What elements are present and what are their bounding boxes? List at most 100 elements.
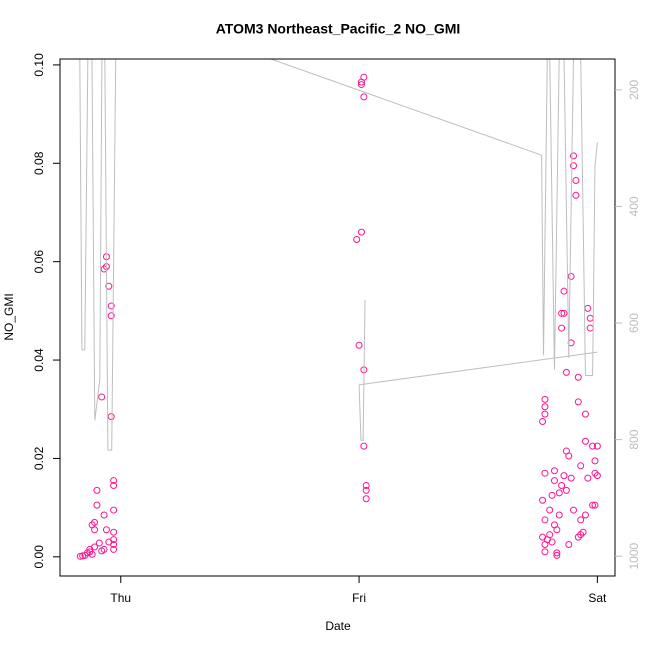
point <box>541 410 549 418</box>
x-axis-label: Date <box>325 619 351 633</box>
point <box>100 511 108 519</box>
point <box>360 93 368 101</box>
point <box>555 489 563 497</box>
point <box>546 506 554 514</box>
point <box>539 418 547 426</box>
point <box>539 496 547 504</box>
point <box>560 309 568 317</box>
point <box>565 541 573 549</box>
y-tick-label: 0.04 <box>32 348 46 372</box>
point <box>110 541 118 549</box>
point <box>548 491 556 499</box>
point <box>577 462 585 470</box>
x-tick-label: Sat <box>588 591 607 605</box>
chart-title: ATOM3 Northeast_Pacific_2 NO_GMI <box>216 21 461 37</box>
point <box>353 236 361 244</box>
point <box>362 486 370 494</box>
point <box>100 545 108 553</box>
point <box>95 539 103 547</box>
point <box>565 452 573 460</box>
point <box>550 477 558 485</box>
point <box>98 393 106 401</box>
point <box>560 287 568 295</box>
point <box>570 152 578 160</box>
y2-tick-label: 400 <box>627 196 641 216</box>
point <box>546 531 554 539</box>
point <box>107 312 115 320</box>
y-tick-label: 0.00 <box>32 545 46 569</box>
y2-tick-label: 800 <box>627 429 641 449</box>
point <box>567 474 575 482</box>
point <box>567 272 575 280</box>
point <box>555 511 563 519</box>
point <box>102 526 110 534</box>
point <box>581 410 589 418</box>
point <box>553 549 561 557</box>
point <box>541 403 549 411</box>
point <box>584 304 592 312</box>
y2-tick-label: 600 <box>627 313 641 333</box>
point <box>548 538 556 546</box>
point <box>562 368 570 376</box>
point <box>105 282 113 290</box>
point <box>570 162 578 170</box>
x-tick-label: Fri <box>352 591 366 605</box>
point <box>574 533 582 541</box>
point <box>558 309 566 317</box>
line <box>79 59 598 451</box>
point <box>589 442 597 450</box>
y-tick-label: 0.02 <box>32 446 46 470</box>
point <box>560 472 568 480</box>
point <box>357 81 365 89</box>
point <box>110 506 118 514</box>
point <box>589 501 597 509</box>
point <box>570 506 578 514</box>
point <box>355 341 363 349</box>
point <box>574 373 582 381</box>
x-tick-label: Thu <box>110 591 131 605</box>
point <box>107 413 115 421</box>
point <box>591 501 599 509</box>
point <box>541 516 549 524</box>
point <box>572 177 580 185</box>
y2-tick-label: 1000 <box>627 543 641 570</box>
y-tick-label: 0.06 <box>32 250 46 274</box>
point <box>558 324 566 332</box>
point <box>541 548 549 556</box>
point <box>593 472 601 480</box>
point <box>591 457 599 465</box>
point <box>110 481 118 489</box>
point <box>357 228 365 236</box>
point <box>91 543 99 551</box>
point <box>362 481 370 489</box>
point <box>579 528 587 536</box>
point <box>562 486 570 494</box>
point <box>91 518 99 526</box>
point <box>93 501 101 509</box>
point <box>581 511 589 519</box>
point <box>93 486 101 494</box>
point <box>360 73 368 81</box>
point <box>558 481 566 489</box>
point <box>581 437 589 445</box>
point <box>107 302 115 310</box>
point <box>572 191 580 199</box>
point <box>577 516 585 524</box>
point <box>586 324 594 332</box>
point <box>360 442 368 450</box>
plot-area <box>76 59 601 560</box>
y-tick-label: 0.08 <box>32 151 46 175</box>
y-tick-label: 0.10 <box>32 53 46 77</box>
point <box>593 442 601 450</box>
point <box>574 398 582 406</box>
y-axis-label: NO_GMI <box>2 293 16 340</box>
plot-frame <box>59 58 616 577</box>
point <box>584 474 592 482</box>
point <box>110 545 118 553</box>
y2-tick-label: 200 <box>627 80 641 100</box>
point <box>541 395 549 403</box>
point <box>110 528 118 536</box>
point <box>550 467 558 475</box>
point <box>586 314 594 322</box>
